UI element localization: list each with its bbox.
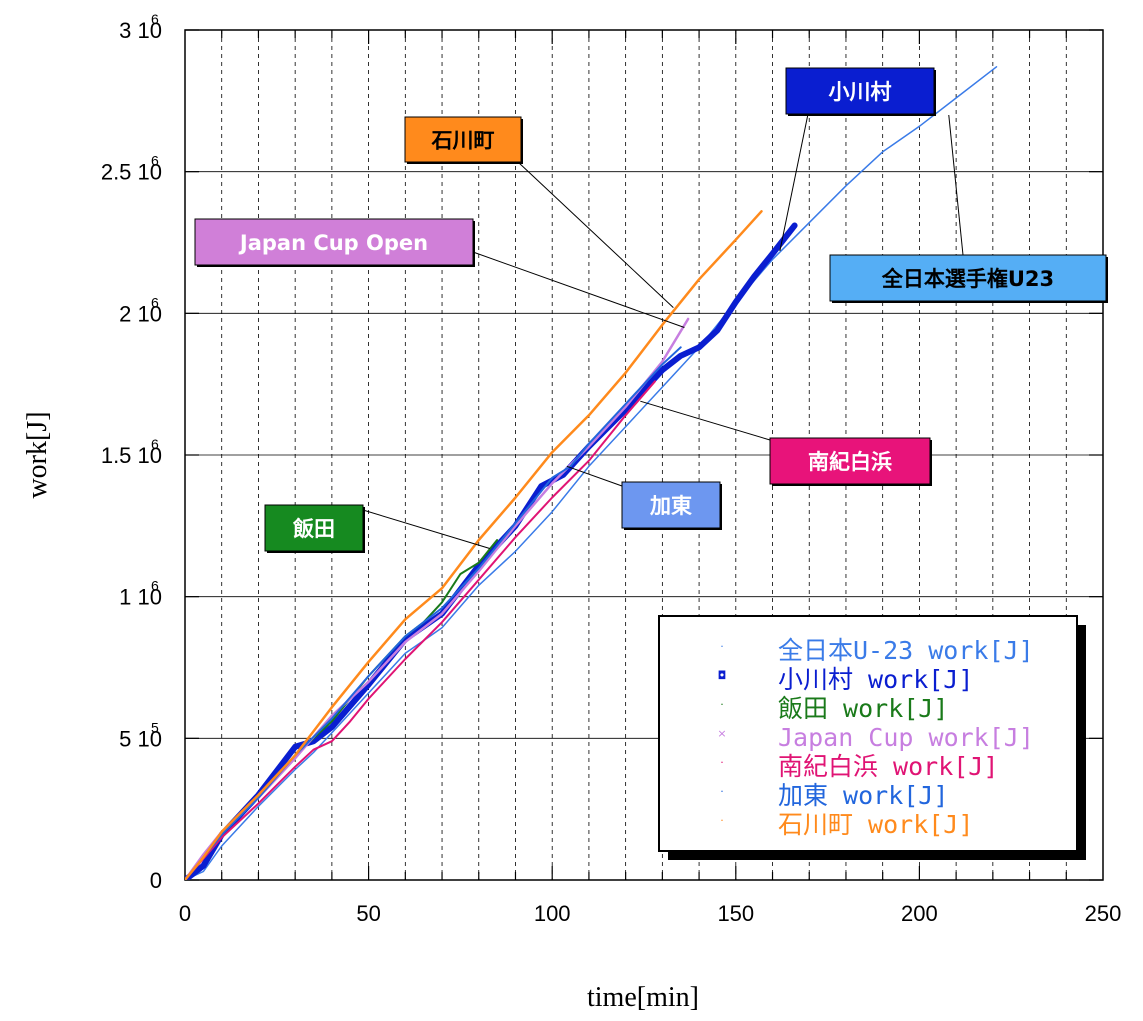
x-tick-label: 250 bbox=[1085, 901, 1122, 926]
x-axis-label: time[min] bbox=[587, 982, 699, 1013]
callout-box-4 bbox=[769, 437, 931, 485]
callout-label-4: 南紀白浜 bbox=[808, 450, 892, 474]
x-tick-label: 150 bbox=[717, 901, 754, 926]
callout-leader-5 bbox=[566, 465, 623, 487]
callout-label-1: 石川町 bbox=[431, 129, 495, 153]
y-tick-label: 1 10 bbox=[119, 585, 162, 610]
callout-label-3: 全日本選手権U23 bbox=[881, 267, 1054, 291]
legend-entry-4: 南紀白浜 work[J] bbox=[778, 752, 998, 781]
legend-entry-6: 石川町 work[J] bbox=[778, 810, 973, 839]
legend-marker-4: · bbox=[720, 756, 724, 769]
y-tick-label: 0 bbox=[150, 868, 162, 893]
y-tick-label: 3 10 bbox=[119, 18, 162, 43]
callout-leader-6 bbox=[362, 509, 490, 549]
callout-leader-1 bbox=[517, 161, 674, 309]
callout-box-0 bbox=[785, 67, 935, 115]
legend-marker-2: · bbox=[720, 698, 724, 711]
series-line-4 bbox=[185, 380, 656, 880]
legend-marker-6: · bbox=[720, 814, 724, 827]
y-tick-exponent: 6 bbox=[151, 153, 159, 169]
callout-label-0: 小川村 bbox=[829, 80, 892, 104]
callout-label-2: Japan Cup Open bbox=[238, 231, 428, 255]
x-tick-label: 200 bbox=[901, 901, 938, 926]
callout-box-2 bbox=[194, 218, 474, 266]
legend-marker-5: · bbox=[720, 785, 724, 798]
callout-box-5 bbox=[621, 481, 721, 529]
legend-marker-3: × bbox=[717, 727, 726, 740]
legend-entry-2: 飯田 work[J] bbox=[778, 694, 948, 723]
y-tick-exponent: 6 bbox=[151, 578, 159, 594]
callout-box-1 bbox=[404, 116, 522, 163]
series-line-6 bbox=[185, 210, 763, 880]
legend-marker-0: · bbox=[720, 640, 724, 653]
callout-label-6: 飯田 bbox=[292, 517, 335, 541]
legend: · 全日本U-23 work[J] ◘ 小川村 work[J] · 飯田 work[J] ×… bbox=[658, 615, 1086, 860]
callout-leader-3 bbox=[948, 114, 964, 256]
callout-leader-2 bbox=[472, 251, 685, 328]
y-axis-label: work[J] bbox=[22, 411, 53, 498]
legend-entry-1: 小川村 work[J] bbox=[778, 665, 973, 694]
y-tick-label: 5 10 bbox=[119, 726, 162, 751]
callout-box-3 bbox=[829, 254, 1107, 302]
y-tick-exponent: 6 bbox=[151, 294, 159, 310]
legend-entry-3: Japan Cup work[J] bbox=[778, 723, 1034, 752]
y-tick-label: 1.5 10 bbox=[101, 443, 162, 468]
series-lines bbox=[185, 66, 998, 880]
legend-entry-5: 加東 work[J] bbox=[778, 781, 948, 810]
series-line-0 bbox=[185, 66, 998, 880]
y-tick-exponent: 6 bbox=[151, 436, 159, 452]
callout-leader-0 bbox=[779, 113, 809, 252]
y-tick-exponent: 5 bbox=[151, 719, 159, 735]
x-tick-label: 100 bbox=[534, 901, 571, 926]
legend-entry-0: 全日本U-23 work[J] bbox=[778, 636, 1034, 665]
y-tick-exponent: 6 bbox=[151, 11, 159, 27]
x-tick-label: 50 bbox=[356, 901, 380, 926]
legend-marker-1: ◘ bbox=[718, 669, 727, 682]
callout-box-6 bbox=[264, 504, 364, 552]
callout-label-5: 加東 bbox=[649, 494, 692, 518]
y-tick-label: 2.5 10 bbox=[101, 160, 162, 185]
callout-leader-4 bbox=[640, 400, 771, 441]
x-tick-label: 0 bbox=[179, 901, 191, 926]
y-tick-label: 2 10 bbox=[119, 301, 162, 326]
